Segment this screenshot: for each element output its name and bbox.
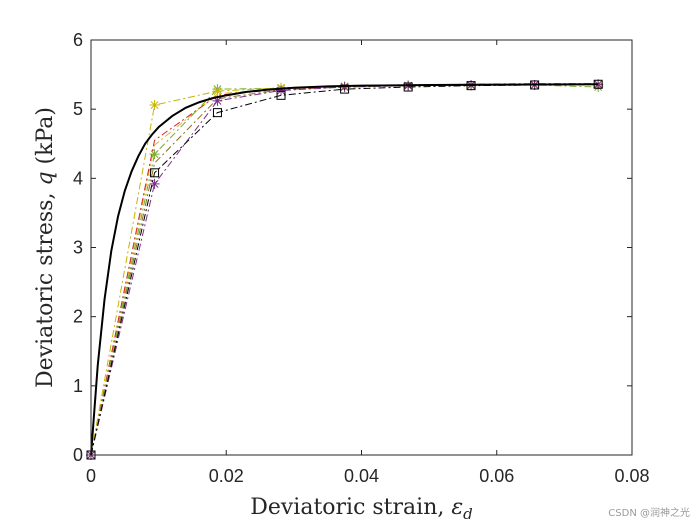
data-point-star [149, 100, 160, 111]
ticks-layer: 0 0.02 0.04 0.06 0.08 0 1 2 3 4 5 6 [73, 30, 650, 486]
x-axis-title: Deviatoric strain, εd [250, 495, 473, 523]
x-axis-title-subscript: d [463, 505, 473, 523]
y-axis-title-symbol: q [33, 171, 58, 185]
data-point-square [150, 168, 160, 178]
x-tick-label: 0.06 [479, 466, 514, 486]
series-line-reference [90, 83, 599, 456]
plot-background [91, 40, 632, 455]
x-tick-label: 0.02 [209, 466, 244, 486]
data-point-star [149, 149, 160, 160]
data-point-square [276, 90, 286, 100]
x-tick-label: 0 [86, 466, 96, 486]
data-point-star [149, 178, 160, 189]
y-axis-title-text: Deviatoric stress, [33, 186, 58, 388]
series-layer [86, 79, 604, 460]
x-axis-title-symbol: ε [451, 495, 463, 520]
y-tick-label: 6 [73, 30, 83, 50]
y-tick-label: 2 [73, 307, 83, 327]
y-axis-title: Deviatoric stress, q (kPa) [33, 107, 58, 388]
data-point-star [276, 85, 287, 96]
y-tick-label: 1 [73, 376, 83, 396]
watermark-text: CSDN @润神之光 [608, 506, 690, 519]
y-tick-label: 0 [73, 445, 83, 465]
x-tick-label: 0.04 [344, 466, 379, 486]
y-tick-label: 5 [73, 99, 83, 119]
data-point-square [212, 108, 222, 118]
x-tick-label: 0.08 [614, 466, 649, 486]
y-tick-label: 4 [73, 168, 83, 188]
y-axis-title-unit: (kPa) [33, 107, 58, 171]
data-point-star [212, 95, 223, 106]
data-point-square [403, 82, 413, 92]
data-point-star [339, 82, 350, 93]
data-point-star [212, 86, 223, 97]
series-line-square-dashdot [90, 83, 599, 456]
x-axis-title-text: Deviatoric strain, [250, 495, 451, 520]
y-tick-label: 3 [73, 238, 83, 258]
